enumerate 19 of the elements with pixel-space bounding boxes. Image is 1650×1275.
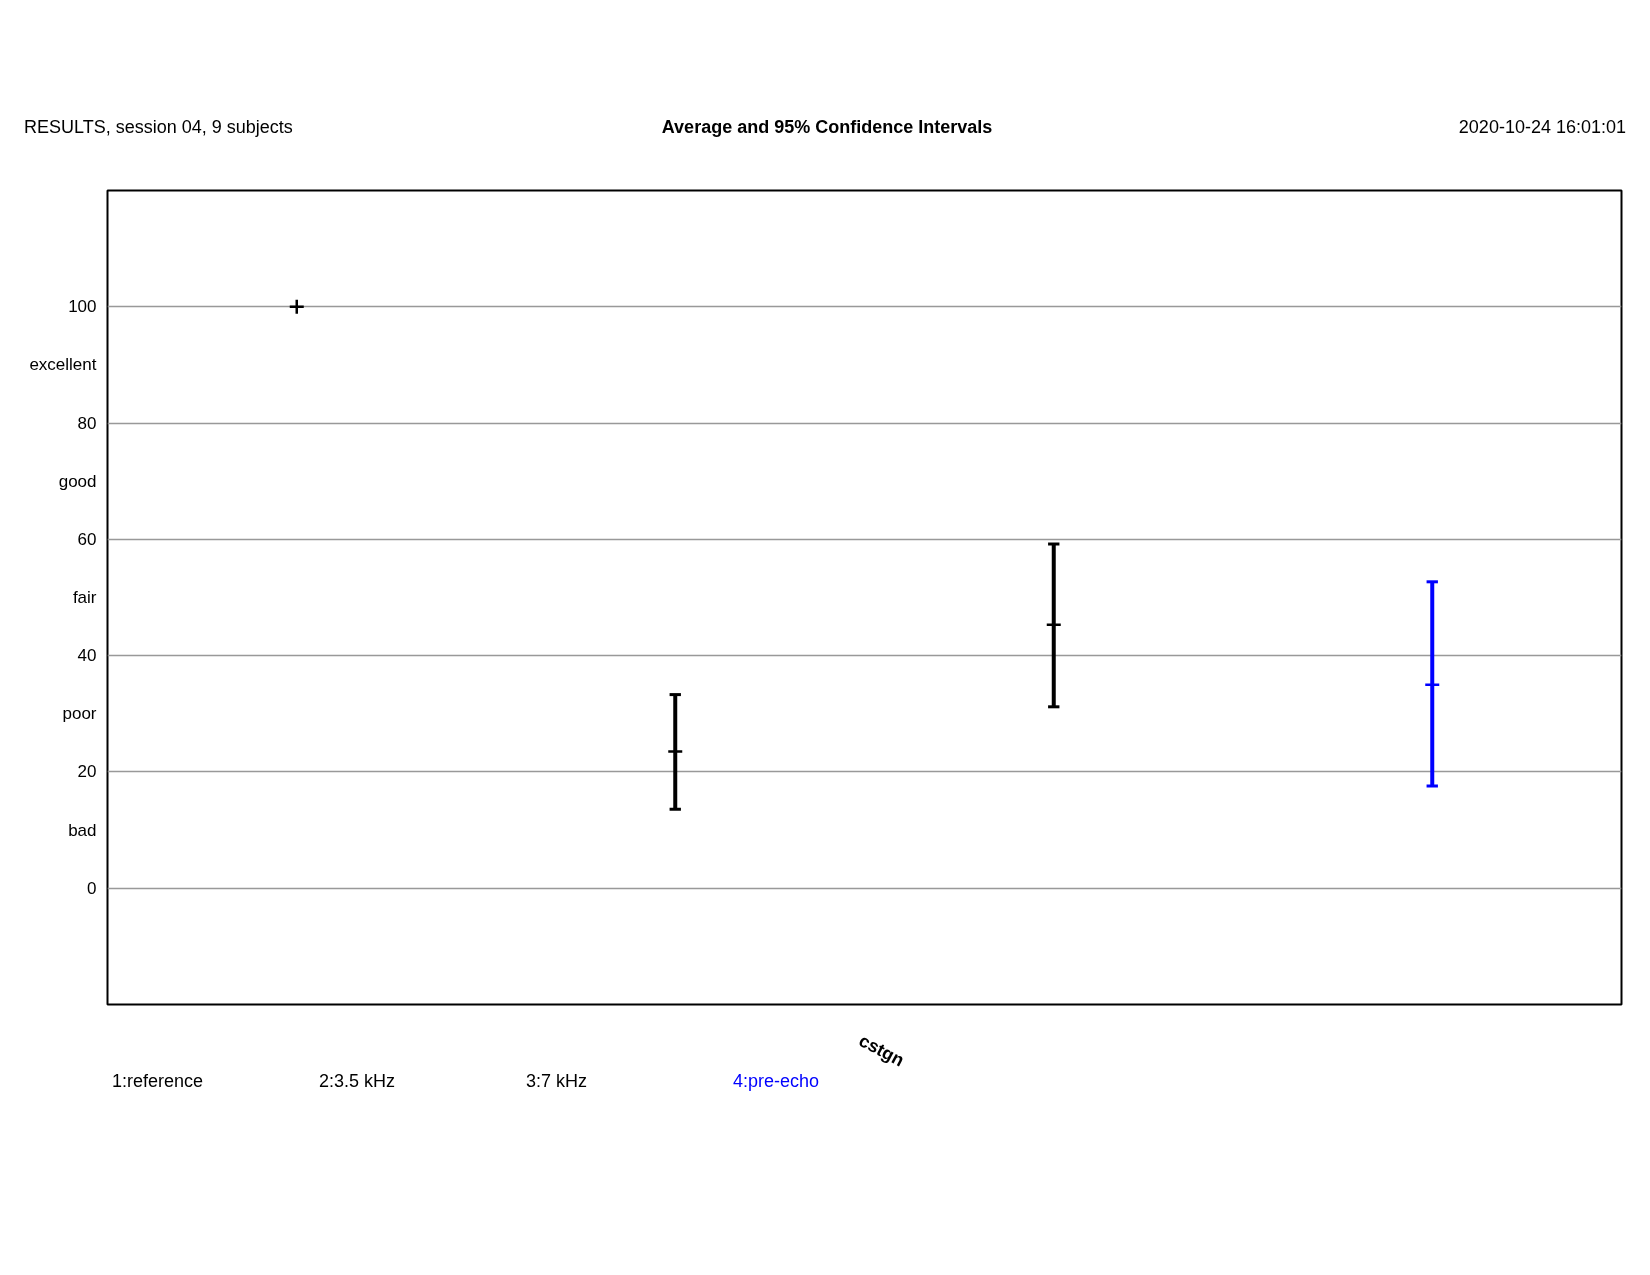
- text: 1:reference: [112, 1070, 204, 1093]
- y-tick-label: 0: [87, 878, 97, 898]
- y-tick-label: 60: [77, 529, 97, 549]
- y-tick-label: 80: [77, 413, 97, 433]
- text: 3:7 kHz: [526, 1070, 588, 1093]
- text: RESULTS, session 04, 9 subjects: [24, 116, 293, 139]
- y-tick-label: 40: [77, 646, 97, 666]
- text: 2020-10-24 16:01:01: [1458, 116, 1626, 139]
- y-tick-label: good: [58, 471, 97, 491]
- y-tick-label: bad: [68, 820, 97, 840]
- y-tick-label: poor: [62, 704, 97, 724]
- y-tick-label: 20: [77, 762, 97, 782]
- y-tick-label: fair: [72, 588, 97, 607]
- text: 2:3.5 kHz: [319, 1070, 396, 1093]
- y-tick-label: 100: [68, 297, 97, 317]
- y-tick-label: excellent: [29, 355, 97, 375]
- x-axis-title: cstgn: [854, 1029, 909, 1073]
- chart-title: Average and 95% Confidence Intervals: [661, 116, 993, 139]
- text: 4:pre-echo: [733, 1070, 820, 1093]
